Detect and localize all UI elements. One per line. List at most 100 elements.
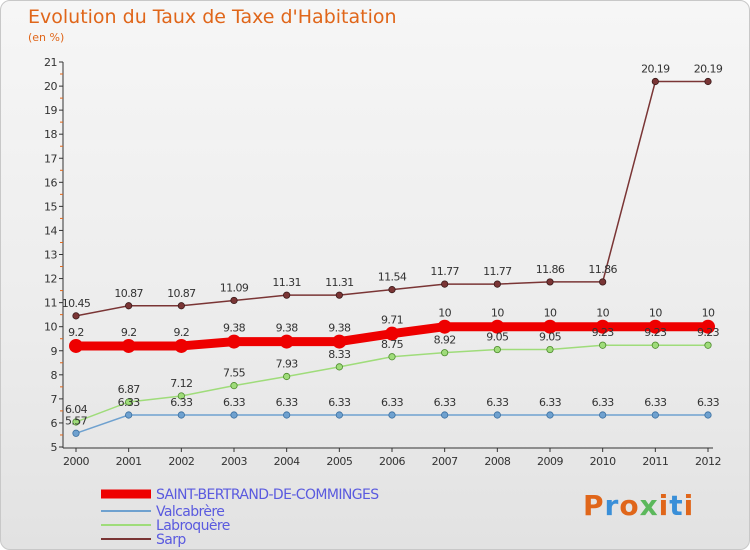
- x-tick-label: 2007: [432, 455, 458, 468]
- data-label: 6.33: [486, 396, 509, 409]
- data-label: 9.38: [276, 322, 299, 335]
- y-tick-label: 21: [44, 56, 57, 69]
- data-point: [595, 319, 610, 334]
- data-label: 8.75: [381, 338, 404, 351]
- data-point: [441, 349, 449, 357]
- data-point: [125, 411, 133, 419]
- data-label: 10: [491, 307, 504, 320]
- y-tick-label: 12: [44, 273, 57, 286]
- data-point: [177, 392, 185, 400]
- y-tick-label: 14: [44, 224, 57, 237]
- data-point: [441, 411, 449, 419]
- data-label: 11.54: [378, 271, 407, 284]
- data-point: [72, 312, 80, 320]
- data-point: [599, 411, 607, 419]
- data-label: 9.23: [644, 326, 667, 339]
- data-point: [704, 77, 712, 86]
- logo-letter: x: [639, 489, 659, 522]
- data-label: 11.31: [325, 276, 354, 289]
- data-label: 6.33: [223, 396, 246, 409]
- x-tick-label: 2008: [484, 455, 510, 468]
- data-point: [388, 411, 396, 419]
- data-label: 20.19: [641, 62, 670, 75]
- data-label: 6.33: [118, 396, 141, 409]
- legend-label-2: Labroquère: [156, 518, 230, 534]
- data-label: 10: [438, 307, 451, 320]
- data-label: 11.77: [483, 265, 512, 278]
- logo-letter: P: [583, 489, 605, 522]
- data-point: [704, 341, 712, 349]
- data-point: [599, 341, 607, 349]
- logo-letter: i: [658, 489, 670, 522]
- data-point: [546, 278, 554, 286]
- y-tick-label: 16: [44, 176, 57, 189]
- data-point: [546, 345, 554, 354]
- chart-title: Evolution du Taux de Taxe d'Habitation: [28, 6, 397, 28]
- data-point: [332, 334, 347, 349]
- data-label: 10.45: [62, 297, 91, 310]
- data-label: 6.33: [539, 396, 562, 409]
- y-tick-label: 13: [44, 249, 57, 262]
- data-label: 7.12: [170, 377, 192, 390]
- data-point: [227, 334, 241, 349]
- data-point: [230, 411, 238, 419]
- data-label: 6.87: [118, 383, 141, 396]
- data-point: [493, 345, 501, 354]
- y-tick-label: 5: [51, 441, 58, 454]
- data-point: [125, 302, 133, 310]
- data-label: 8.33: [328, 348, 351, 361]
- data-point: [651, 77, 659, 86]
- data-point: [72, 429, 80, 437]
- data-label: 9.2: [173, 326, 189, 339]
- x-tick-label: 2003: [221, 455, 247, 468]
- data-label: 20.19: [694, 62, 723, 75]
- x-tick-label: 2004: [274, 455, 300, 468]
- data-label: 6.33: [170, 396, 193, 409]
- x-tick-label: 2009: [537, 455, 563, 468]
- data-point: [648, 319, 663, 334]
- data-point: [651, 341, 659, 349]
- y-tick-label: 10: [44, 321, 57, 334]
- data-label: 7.55: [223, 367, 246, 380]
- y-tick-label: 19: [44, 104, 57, 117]
- x-tick-label: 2005: [326, 455, 352, 468]
- data-point: [174, 338, 189, 353]
- y-tick-label: 9: [51, 345, 58, 358]
- x-tick-label: 2011: [642, 455, 668, 468]
- data-point: [599, 278, 607, 286]
- data-point: [335, 291, 343, 299]
- logo-letter: t: [669, 489, 684, 522]
- data-point: [230, 382, 238, 390]
- data-point: [335, 363, 343, 371]
- data-point: [283, 372, 291, 381]
- data-point: [441, 280, 449, 288]
- data-point: [701, 319, 715, 334]
- data-label: 9.38: [223, 322, 246, 335]
- data-label: 9.23: [697, 326, 720, 339]
- data-point: [490, 319, 505, 334]
- data-label: 11.31: [272, 276, 301, 289]
- y-tick-label: 18: [44, 128, 57, 141]
- data-point: [493, 280, 501, 288]
- data-point: [704, 411, 712, 419]
- data-point: [177, 302, 185, 310]
- legend-label-3: Sarp: [156, 532, 186, 548]
- y-tick-label: 7: [51, 393, 58, 406]
- x-tick-label: 2012: [695, 455, 721, 468]
- data-point: [385, 326, 399, 341]
- data-point: [493, 411, 501, 419]
- data-label: 6.04: [65, 403, 88, 416]
- data-label: 6.33: [434, 396, 457, 409]
- y-tick-label: 11: [44, 297, 57, 310]
- data-point: [283, 291, 291, 299]
- data-point: [283, 411, 291, 419]
- data-point: [121, 338, 136, 353]
- data-point: [546, 411, 554, 419]
- logo-letter: r: [604, 489, 620, 522]
- data-point: [651, 411, 659, 419]
- data-label: 10: [649, 307, 662, 320]
- data-point: [335, 411, 343, 419]
- x-tick-label: 2001: [116, 455, 142, 468]
- data-label: 6.33: [381, 396, 404, 409]
